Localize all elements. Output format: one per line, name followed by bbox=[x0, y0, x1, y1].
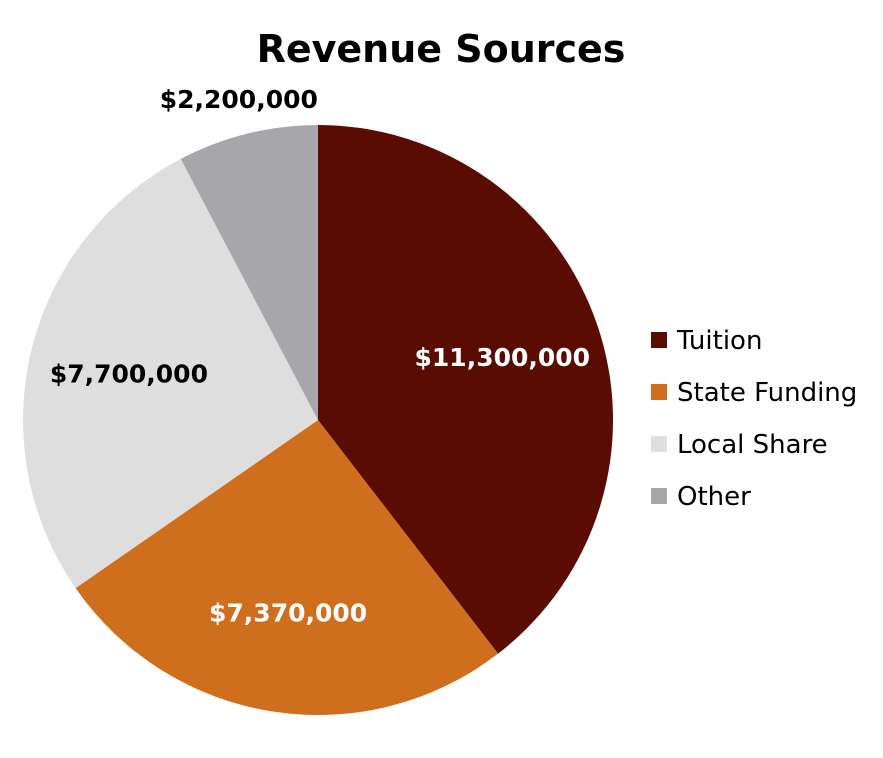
pie-value-labels: $11,300,000 $7,370,000 $7,700,000 $2,200,00… bbox=[50, 85, 590, 627]
value-label-state-funding: $7,370,000 bbox=[209, 598, 367, 627]
legend-label-other: Other bbox=[677, 482, 751, 512]
pie-slices bbox=[22, 125, 613, 715]
legend-label-tuition: Tuition bbox=[676, 326, 762, 356]
value-label-tuition: $11,300,000 bbox=[415, 343, 591, 372]
legend-label-local-share: Local Share bbox=[677, 430, 828, 460]
legend-swatch-other bbox=[651, 488, 667, 504]
chart-title: Revenue Sources bbox=[257, 27, 626, 71]
legend-swatch-state-funding bbox=[651, 384, 667, 400]
pie-slice-local-share bbox=[22, 158, 318, 589]
value-label-other: $2,200,000 bbox=[160, 85, 318, 114]
pie-slice-other bbox=[180, 125, 318, 420]
pie-slice-tuition bbox=[318, 125, 613, 654]
legend: Tuition State Funding Local Share Other bbox=[651, 326, 857, 512]
legend-label-state-funding: State Funding bbox=[677, 378, 857, 408]
legend-swatch-tuition bbox=[651, 332, 667, 348]
pie-slice-state-funding bbox=[75, 420, 499, 715]
legend-swatch-local-share bbox=[651, 436, 667, 452]
value-label-local-share: $7,700,000 bbox=[50, 360, 208, 389]
